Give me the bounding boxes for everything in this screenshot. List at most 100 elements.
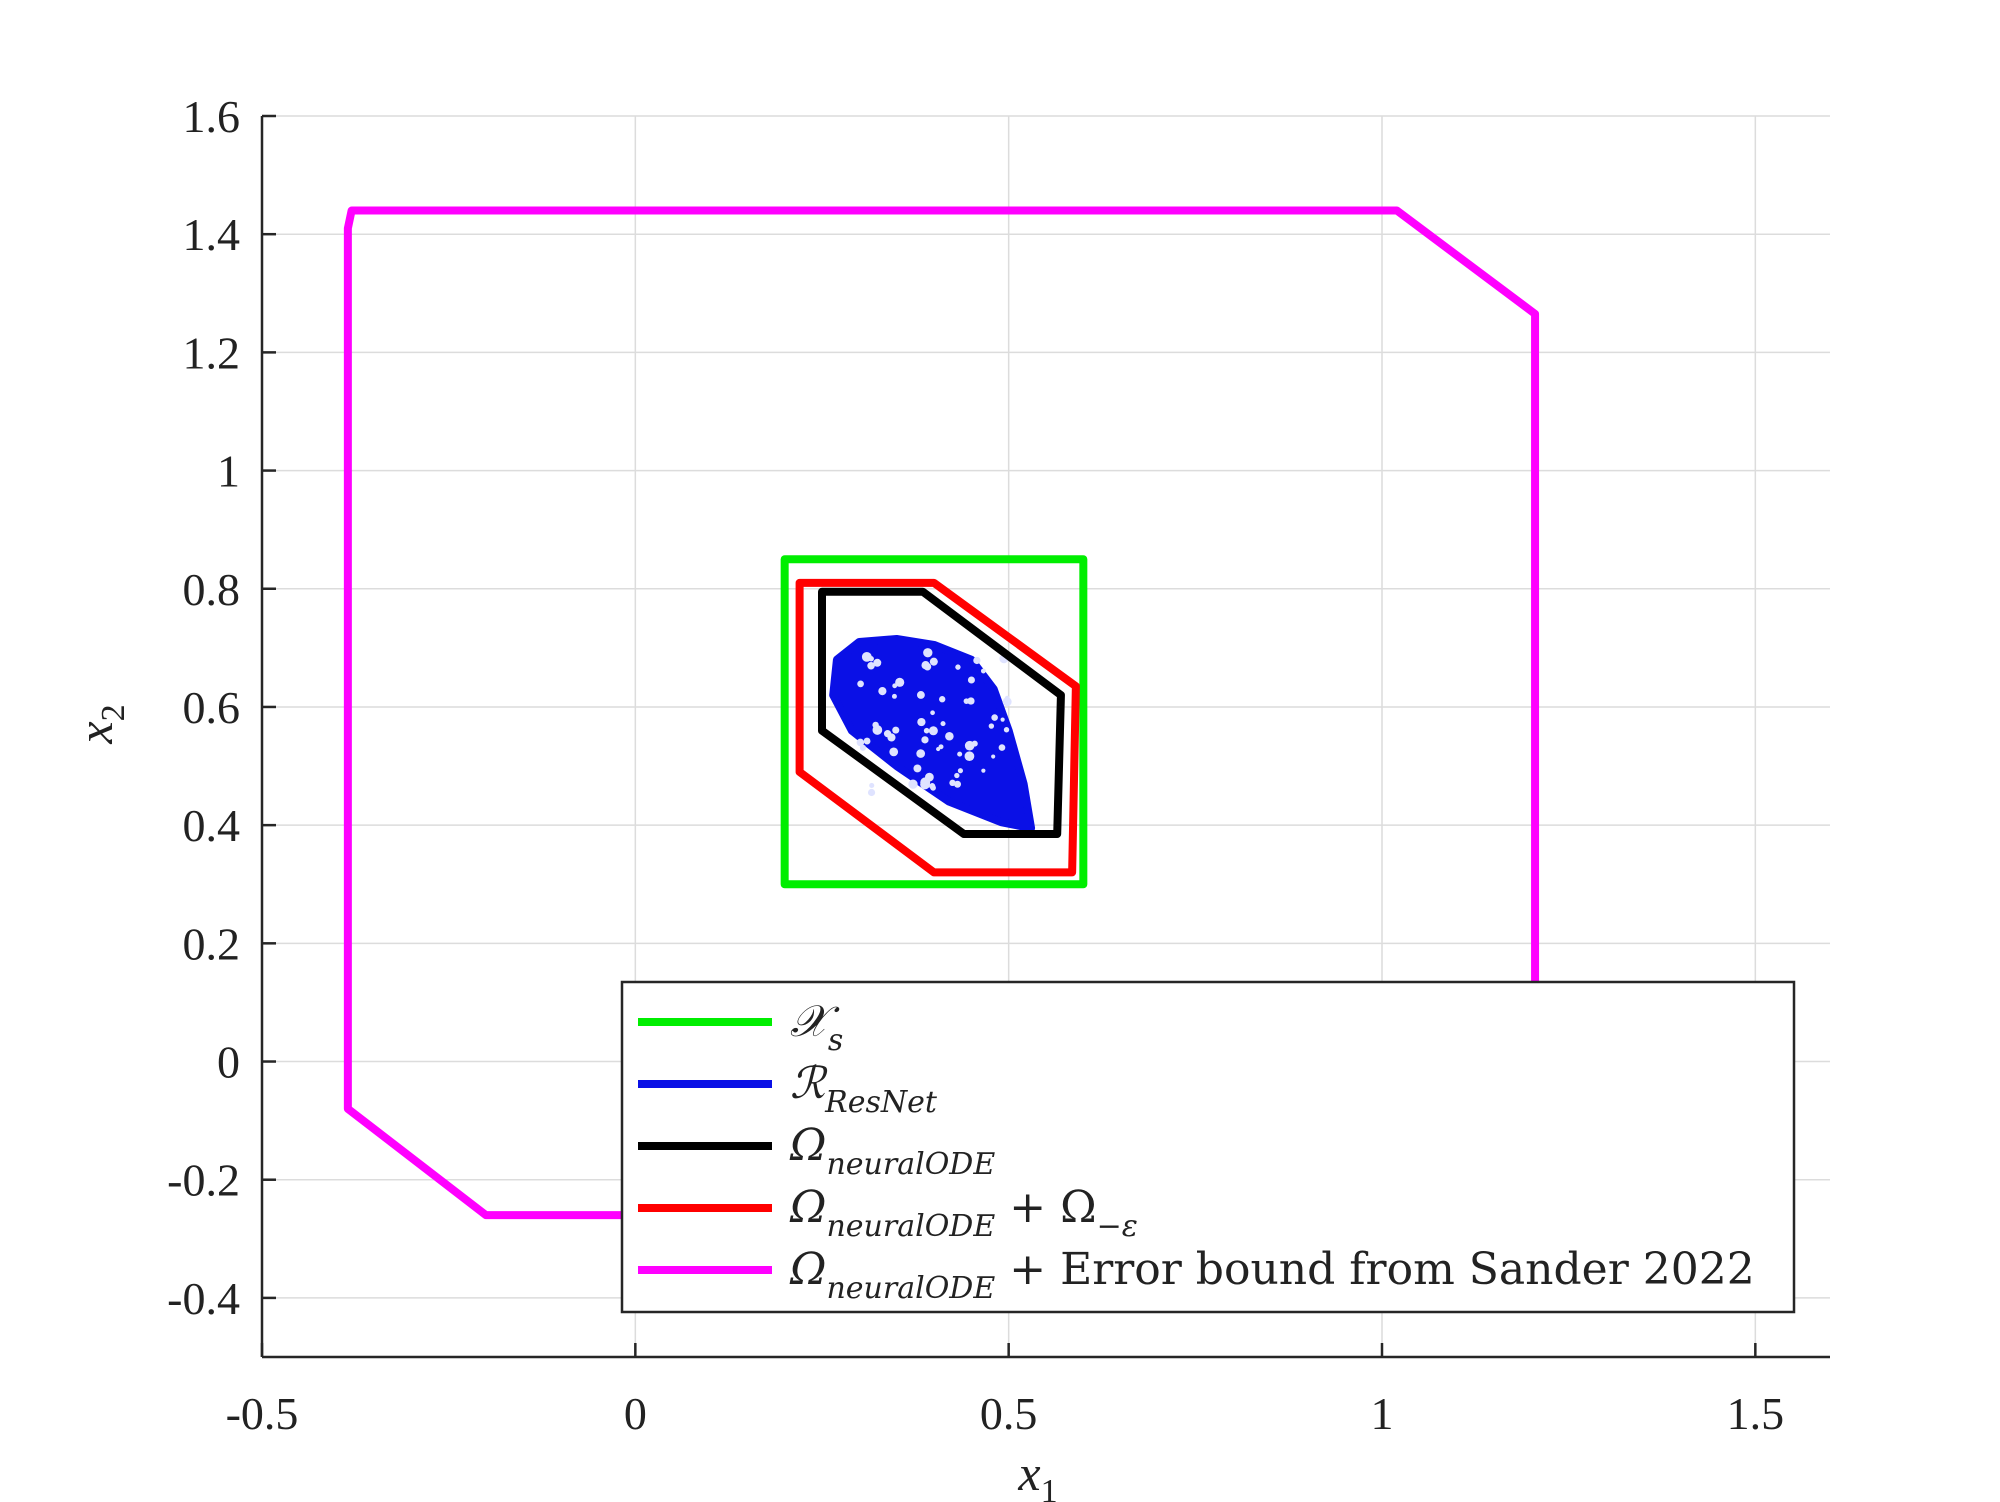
- sample-gap: [916, 691, 925, 699]
- sample-gap: [955, 664, 961, 670]
- sample-gap: [967, 676, 975, 684]
- sample-gap: [889, 747, 899, 757]
- legend-symbol: Ω: [789, 1244, 826, 1295]
- sample-gap: [967, 697, 975, 705]
- sample-gap: [988, 723, 995, 729]
- x-axis-label-subscript: 1: [1041, 1473, 1058, 1502]
- series-1: [829, 634, 1036, 833]
- sample-gap: [929, 783, 936, 790]
- x-tick-label: 0.5: [980, 1388, 1038, 1439]
- sample-gap: [868, 656, 874, 662]
- tick-labels: -0.5 0 0.5 1 1.5 -0.4 -0.2 0 0.2 0.4 0.6 0.8 1 1.2 1.4…: [167, 91, 1784, 1439]
- sample-gap: [991, 714, 998, 721]
- sample-gap: [895, 677, 905, 687]
- legend-symbol: Ω: [789, 1120, 826, 1171]
- x-axis-label-main: x: [1017, 1445, 1040, 1501]
- sample-gap: [872, 721, 879, 729]
- sample-gap: [867, 661, 875, 670]
- y-tick-label: -0.4: [167, 1273, 240, 1324]
- sample-gap: [928, 726, 938, 736]
- sample-gap: [921, 661, 930, 670]
- sample-gap: [892, 726, 900, 734]
- sample-gap: [923, 648, 933, 658]
- grid: [261, 115, 1830, 1357]
- sample-gap: [964, 740, 975, 751]
- sample-gap: [980, 668, 986, 674]
- sample-gap: [998, 744, 1006, 751]
- y-tick-label: 0.4: [183, 800, 241, 851]
- axes: [260, 114, 1830, 1359]
- sample-gap: [957, 768, 964, 774]
- sample-gap: [949, 779, 956, 787]
- legend-suffix-subscript: −ε: [1097, 1209, 1138, 1244]
- sample-gap: [863, 737, 871, 745]
- series-2: [818, 587, 1065, 839]
- sample-gap: [908, 779, 918, 789]
- y-tick-label: 1.6: [183, 91, 241, 142]
- sample-gap: [940, 721, 946, 727]
- x-tick-label: 1: [1371, 1388, 1394, 1439]
- y-tick-label: 0.8: [183, 564, 241, 615]
- legend-subscript: neuralODE: [826, 1147, 995, 1182]
- x-tick-label: -0.5: [226, 1388, 299, 1439]
- sample-gap: [945, 731, 954, 741]
- y-axis-label: x2: [67, 704, 132, 744]
- sample-gap: [923, 727, 930, 734]
- y-tick-label: 0.2: [183, 918, 241, 969]
- series-line-0: [780, 555, 1088, 889]
- sample-gap: [954, 780, 962, 788]
- y-axis-label-main: x: [67, 721, 123, 744]
- y-tick-label: 0.6: [183, 682, 241, 733]
- sample-gap: [921, 736, 929, 744]
- legend-subscript: neuralODE: [826, 1209, 995, 1244]
- sample-gap: [925, 772, 934, 782]
- sample-gap: [939, 696, 946, 703]
- sample-gap: [1000, 717, 1005, 722]
- sample-gap: [929, 657, 938, 666]
- legend-entry-4: ΩneuralODE + Error bound from Sander 202…: [789, 1244, 1755, 1306]
- sample-gap: [963, 698, 970, 704]
- x-tick-label: 1.5: [1727, 1388, 1785, 1439]
- series-line-3: [795, 578, 1080, 877]
- y-tick-label: 1.4: [183, 209, 241, 260]
- sample-gap: [930, 710, 935, 716]
- legend-subscript: s: [828, 1023, 843, 1058]
- sample-gap: [954, 772, 960, 779]
- sample-gap: [857, 680, 864, 688]
- sample-gap: [873, 658, 882, 667]
- x-axis-label: x1: [1017, 1445, 1057, 1502]
- sample-gap: [891, 693, 897, 699]
- legend-suffix: + Ω: [995, 1182, 1096, 1233]
- sample-gap: [869, 782, 875, 789]
- x-tick-label: 0: [624, 1388, 647, 1439]
- y-tick-label: 1.2: [183, 327, 241, 378]
- legend-subscript: ResNet: [824, 1085, 938, 1120]
- sample-gap: [981, 768, 986, 773]
- sample-gap: [913, 764, 922, 773]
- legend-subscript: neuralODE: [826, 1271, 995, 1306]
- legend-symbol: Ω: [789, 1182, 826, 1233]
- series-line-2: [818, 587, 1065, 839]
- y-tick-label: 0: [217, 1037, 240, 1088]
- sample-gap: [859, 744, 867, 751]
- sample-gap: [878, 687, 887, 696]
- sample-gap: [917, 717, 926, 727]
- y-tick-label: -0.2: [167, 1155, 240, 1206]
- y-axis-label-subscript: 2: [95, 704, 132, 721]
- legend-box: [620, 980, 1796, 1314]
- series-0: [780, 555, 1088, 889]
- legend-entry-3: ΩneuralODE + Ω−ε: [789, 1182, 1138, 1244]
- sample-gap: [936, 747, 941, 752]
- sample-gap: [1004, 695, 1010, 701]
- legend-symbol: ℛ: [790, 1058, 828, 1109]
- legend-entry-2: ΩneuralODE: [789, 1120, 995, 1182]
- sample-gap: [867, 788, 876, 797]
- series-layer: [343, 206, 1540, 1220]
- sample-gap: [916, 749, 926, 758]
- sample-gap: [957, 751, 963, 757]
- y-tick-label: 1: [217, 446, 240, 497]
- sample-gap: [991, 754, 996, 759]
- series-3: [795, 578, 1080, 877]
